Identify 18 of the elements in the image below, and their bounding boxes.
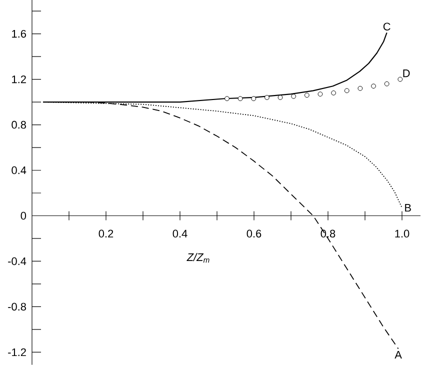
y-tick-label: 1.2 [12, 75, 26, 84]
x-tick-label: 1.0 [395, 230, 410, 238]
annotation: C [383, 22, 390, 30]
y-tick-label: 0 [20, 212, 26, 220]
annotation: A [394, 350, 402, 359]
annotation: D [403, 70, 410, 78]
annotation: B [405, 204, 411, 212]
x-axis-title: Z/Z$_{m}$ [186, 253, 210, 263]
x-tick-label: 0.2 [98, 230, 114, 238]
y-tick-label: 0.4 [12, 166, 26, 174]
y-tick-label: -0.8 [8, 302, 26, 311]
y-tick-label: -0.4 [8, 257, 26, 266]
y-tick-label: 0.8 [12, 120, 26, 129]
y-tick-label: -1.2 [8, 348, 26, 356]
x-tick-label: 0.6 [246, 230, 262, 238]
x-tick-label: 0.4 [172, 230, 188, 238]
y-tick-label: 1.6 [12, 30, 26, 38]
x-tick-label: 0.8 [320, 230, 336, 238]
